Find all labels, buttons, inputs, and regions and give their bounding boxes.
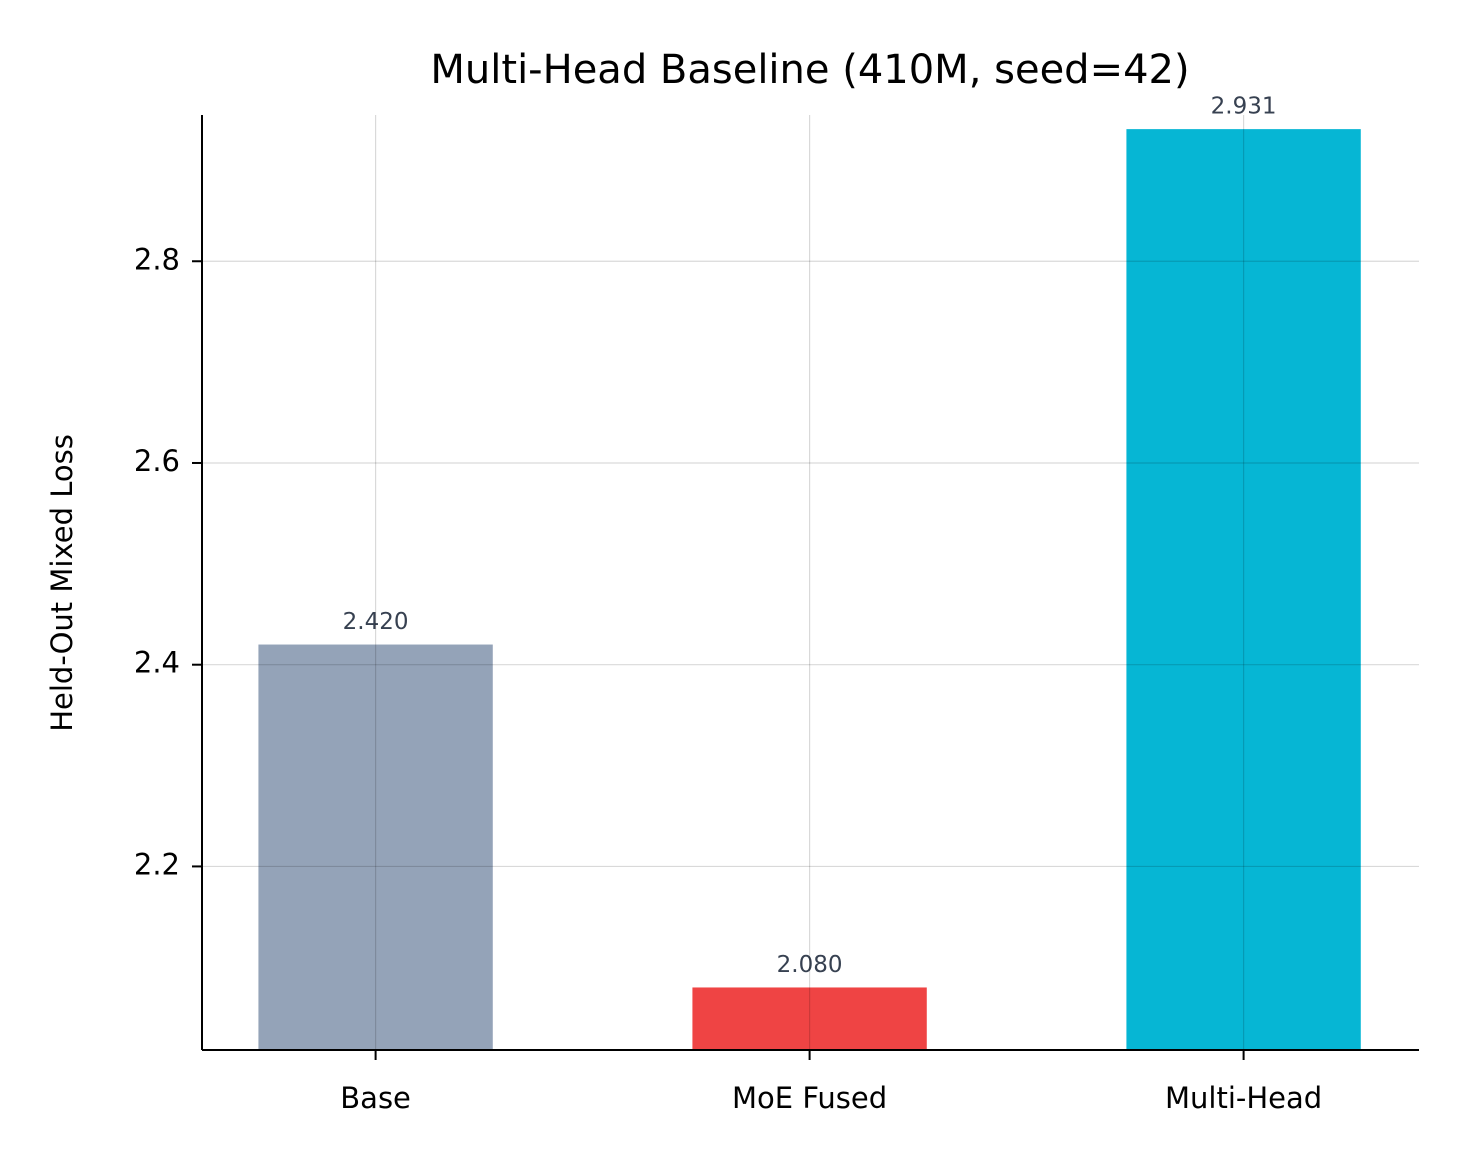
value-label: 2.931 [1211, 94, 1277, 120]
x-tick-label: MoE Fused [732, 1081, 887, 1115]
chart-title: Multi-Head Baseline (410M, seed=42) [430, 47, 1189, 93]
bar [258, 644, 493, 1050]
x-tick-label: Base [340, 1081, 411, 1115]
y-tick-label: 2.6 [134, 444, 180, 478]
bar [1126, 129, 1361, 1050]
y-tick-label: 2.4 [134, 646, 180, 680]
y-tick-label: 2.8 [134, 242, 180, 276]
y-axis-label: Held-Out Mixed Loss [45, 434, 79, 732]
x-tick-label: Multi-Head [1165, 1081, 1322, 1115]
bar [692, 987, 927, 1050]
value-label: 2.080 [777, 952, 843, 978]
y-tick-label: 2.2 [134, 847, 180, 881]
value-label: 2.420 [343, 609, 409, 635]
